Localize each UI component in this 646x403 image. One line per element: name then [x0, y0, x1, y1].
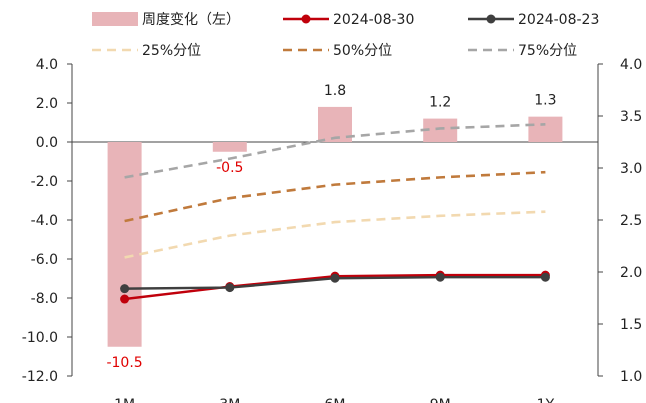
bar-data-label: 1.8 [324, 83, 346, 99]
series-point [540, 272, 550, 282]
legend-label: 25%分位 [142, 43, 201, 59]
legend-item: 周度变化（左） [92, 12, 240, 28]
series-point [120, 284, 130, 294]
legend-label: 2024-08-30 [333, 12, 414, 28]
legend-label: 周度变化（左） [142, 12, 240, 28]
right-tick-label: 2.0 [620, 265, 642, 281]
left-tick-label: -8.0 [31, 291, 58, 307]
legend-item: 2024-08-23 [468, 12, 599, 28]
left-tick-label: -10.0 [22, 330, 58, 346]
left-tick-label: -6.0 [31, 252, 58, 268]
bar [423, 118, 458, 142]
bar [212, 142, 247, 152]
legend: 周度变化（左） 2024-08-30 2024-08-23 25%分位 50%分位 75%… [92, 12, 599, 59]
legend-item: 75%分位 [468, 43, 577, 59]
x-tick-label: 1M [114, 397, 135, 403]
right-tick-label: 3.0 [620, 161, 642, 177]
series-line [124, 210, 546, 259]
bar-data-label: 1.3 [534, 93, 556, 109]
legend-marker [486, 14, 496, 24]
legend-label: 2024-08-23 [518, 12, 599, 28]
x-tick-label: 3M [219, 397, 240, 403]
data-labels: -10.5 -0.5 1.8 1.2 1.3 [106, 83, 556, 371]
left-tick-label: 2.0 [36, 96, 58, 112]
bar-data-label: 1.2 [429, 95, 451, 111]
series-point [225, 283, 235, 293]
x-tick-label: 6M [325, 397, 346, 403]
left-tick-label: -2.0 [31, 174, 58, 190]
right-tick-label: 1.5 [620, 317, 642, 333]
right-tick-label: 3.5 [620, 109, 642, 125]
legend-item: 2024-08-30 [283, 12, 414, 28]
legend-item: 25%分位 [92, 43, 201, 59]
left-tick-label: 0.0 [36, 135, 58, 151]
bar-series [107, 106, 563, 347]
bar-data-label: -0.5 [216, 160, 243, 176]
left-tick-label: -4.0 [31, 213, 58, 229]
axes: 4.0 2.0 0.0 -2.0 -4.0 -6.0 -8.0 -10.0 -12.0 4.0 3.… [22, 57, 643, 403]
right-tick-label: 2.5 [620, 213, 642, 229]
series-point [435, 272, 445, 282]
legend-swatch [92, 12, 138, 26]
bar [107, 142, 142, 347]
right-tick-label: 4.0 [620, 57, 642, 73]
x-tick-label: 9M [430, 397, 451, 403]
series-line [124, 123, 546, 179]
line-series [120, 123, 550, 304]
series-point [120, 294, 130, 304]
legend-label: 75%分位 [518, 43, 577, 59]
legend-label: 50%分位 [333, 43, 392, 59]
left-tick-label: 4.0 [36, 57, 58, 73]
series-point [330, 273, 340, 283]
left-tick-label: -12.0 [22, 369, 58, 385]
bar [528, 116, 563, 142]
x-tick-label: 1Y [537, 397, 555, 403]
series-line [124, 170, 546, 223]
bar-data-label: -10.5 [106, 355, 142, 371]
legend-item: 50%分位 [283, 43, 392, 59]
right-tick-label: 1.0 [620, 369, 642, 385]
legend-marker [301, 14, 311, 24]
